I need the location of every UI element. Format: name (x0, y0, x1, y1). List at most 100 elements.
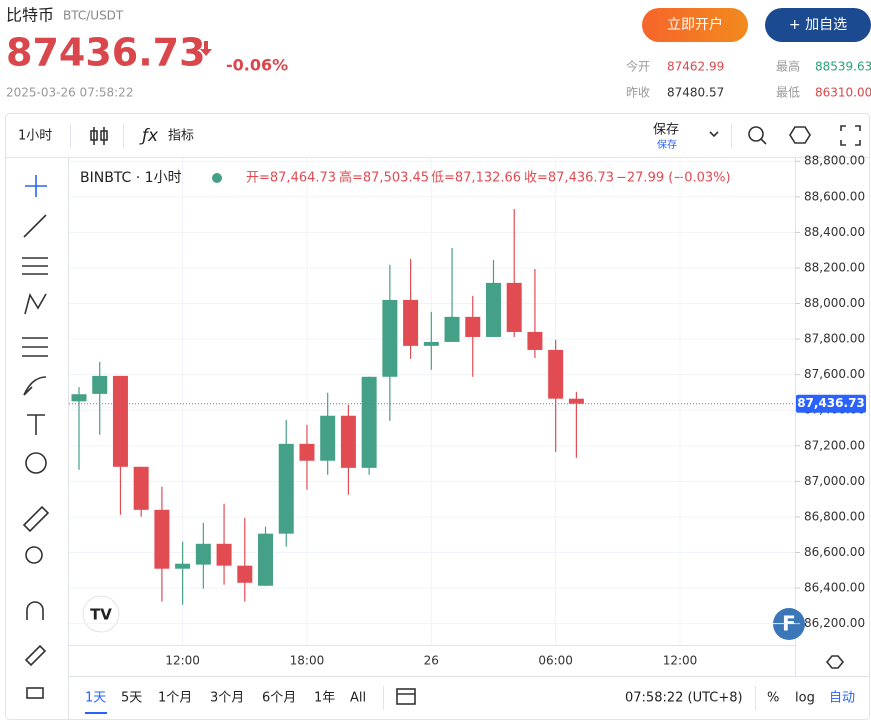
timestamp: 2025-03-26 07:58:22 (6, 86, 133, 100)
y-tick-label: 87,600.00 (804, 367, 865, 381)
candle-body (403, 299, 419, 346)
candle-body (299, 443, 315, 461)
candle-body (258, 533, 274, 586)
candle-body (548, 349, 564, 399)
legend-close: 收=87,436.73 (524, 171, 614, 186)
button-label[interactable]: + 加自选 (789, 17, 847, 33)
y-tick-label: 88,400.00 (804, 225, 865, 239)
button-bg (765, 8, 871, 42)
zoom-tool[interactable] (25, 546, 43, 564)
stat-value: 86310.00 (815, 86, 871, 100)
drawing-tools (22, 175, 50, 699)
candle-body (340, 415, 356, 468)
clock: 07:58:22 (UTC+8) (625, 691, 743, 706)
plot (69, 158, 800, 645)
save-dropdown[interactable] (709, 131, 719, 138)
emoji-tool[interactable] (25, 452, 47, 474)
candle-body (112, 375, 128, 467)
candle-body (320, 415, 336, 461)
auto-toggle[interactable]: 自动 (829, 691, 855, 706)
candle-body (361, 376, 377, 468)
magnet-tool[interactable] (26, 601, 44, 620)
ruler-tool[interactable] (22, 505, 50, 533)
range-button[interactable]: 3个月 (210, 691, 244, 706)
range-button[interactable]: All (350, 691, 366, 706)
stat-value: 88539.63 (815, 60, 871, 74)
candle-body (71, 394, 87, 402)
button-bg (642, 8, 748, 42)
fx-icon[interactable]: ƒx (139, 126, 159, 146)
percent-toggle[interactable]: % (767, 691, 779, 706)
pattern-tool[interactable] (24, 292, 47, 315)
y-tick-label: 86,800.00 (804, 509, 865, 523)
y-tick-label: 87,000.00 (804, 474, 865, 488)
range-button[interactable]: 1年 (314, 691, 335, 706)
text-tool[interactable] (27, 414, 45, 435)
candle-body (154, 509, 170, 569)
range-button[interactable]: 1天 (85, 691, 106, 706)
candle-icon[interactable] (90, 127, 108, 145)
log-toggle[interactable]: log (795, 691, 815, 706)
stat-value: 87480.57 (667, 86, 724, 100)
fullscreen-icon[interactable] (840, 125, 861, 146)
x-tick-label: 12:00 (165, 654, 200, 668)
candle-body (175, 563, 191, 569)
candle-body (133, 466, 149, 510)
watchlist-button[interactable]: + 加自选 (765, 8, 871, 42)
candle-body (423, 341, 439, 346)
axis-settings[interactable] (825, 655, 845, 669)
legend-low: 低=87,132.66 (431, 171, 521, 186)
candle-body (216, 543, 232, 566)
indicators[interactable]: 指标 (168, 129, 194, 144)
down-arrow (200, 41, 212, 56)
candle-body (465, 316, 481, 337)
y-tick-label: 88,800.00 (804, 154, 865, 168)
save[interactable]: 保存 (653, 123, 679, 138)
settings-icon[interactable] (789, 126, 811, 144)
x-tick-label: 06:00 (538, 654, 573, 668)
candle-body (92, 375, 108, 394)
x-tick-label: 18:00 (290, 654, 325, 668)
pair: BTC/USDT (63, 9, 124, 23)
change: -0.06% (226, 56, 288, 75)
projection-tool[interactable] (22, 337, 48, 357)
price: 87436.73 (6, 31, 206, 75)
y-tick-label: 88,600.00 (804, 189, 865, 203)
chart-panel (5, 113, 870, 720)
brush-tool[interactable] (23, 376, 47, 396)
range-button[interactable]: 5天 (121, 691, 142, 706)
interval[interactable]: 1小时 (18, 129, 52, 144)
range-button[interactable]: 6个月 (262, 691, 296, 706)
y-tick-label: 86,200.00 (804, 616, 865, 630)
candle-body (195, 543, 211, 565)
legend-high: 高=87,503.45 (339, 170, 429, 186)
candle-body (278, 443, 294, 534)
last-price-tag (796, 394, 866, 413)
fib-tool[interactable] (22, 257, 48, 275)
legend-open: 开=87,464.73 (246, 171, 336, 186)
alert-icon[interactable] (748, 126, 767, 145)
open-account-button[interactable]: 立即开户 (642, 8, 748, 42)
save-sub: 保存 (657, 138, 677, 151)
date-range-icon[interactable] (396, 688, 416, 705)
candle-body (382, 299, 398, 377)
stat-label: 最高 (776, 59, 800, 74)
stat-label: 今开 (626, 59, 650, 74)
button-label[interactable]: 立即开户 (667, 16, 723, 33)
crosshair-tool[interactable] (25, 175, 47, 197)
last-price-label: 87,436.73 (797, 396, 865, 410)
candle-body (506, 282, 522, 332)
coin-name: 比特币 (6, 6, 54, 25)
y-tick-label: 88,000.00 (804, 296, 865, 310)
trend-tool[interactable] (23, 214, 47, 238)
lock-draw-tool[interactable] (24, 644, 47, 667)
lock-tool[interactable] (26, 687, 44, 699)
stat-label: 昨收 (626, 86, 650, 100)
stat-label: 最低 (776, 86, 800, 100)
x-tick-label: 12:00 (663, 654, 698, 668)
tv-logo-mark: TV (90, 606, 112, 624)
range-button[interactable]: 1个月 (158, 691, 192, 706)
candle-body (237, 565, 253, 583)
